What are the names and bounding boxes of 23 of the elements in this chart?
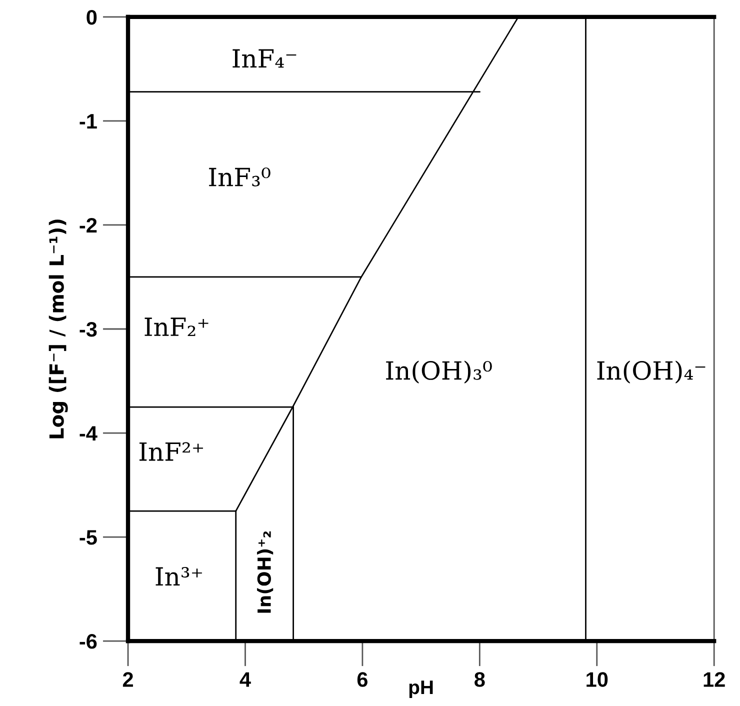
y-tick-label: -1 [80,114,97,129]
y-tick-label: -2 [80,218,97,233]
annotation: InF₄⁻ [232,49,296,68]
y-tick-label: -6 [80,634,97,649]
x-tick-label: 10 [586,672,608,687]
y-tick-label: -5 [80,530,97,545]
annotation: In(OH)⁺₂ [257,531,274,613]
annotation: In(OH)₄⁻ [597,360,706,384]
annotation: InF₂⁺ [144,318,208,336]
annotation: In(OH)₃⁰ [386,360,492,384]
x-tick-label: 6 [357,672,368,687]
x-tick-label: 4 [240,672,251,687]
x-tick-label: 2 [122,672,133,687]
annotation: InF²⁺ [139,442,203,461]
y-tick-label: -3 [80,322,97,337]
y-tick-label: 0 [86,10,97,25]
x-tick-label: 12 [704,672,725,687]
x-axis-title: pH [409,680,433,698]
annotation: InF₃⁰ [209,168,270,186]
x-tick-label: 8 [474,672,485,687]
y-axis-title: Log ([F⁻] / (mol L⁻¹)) [48,220,68,438]
y-tick-label: -4 [80,426,98,441]
annotation: In³⁺ [156,566,202,586]
